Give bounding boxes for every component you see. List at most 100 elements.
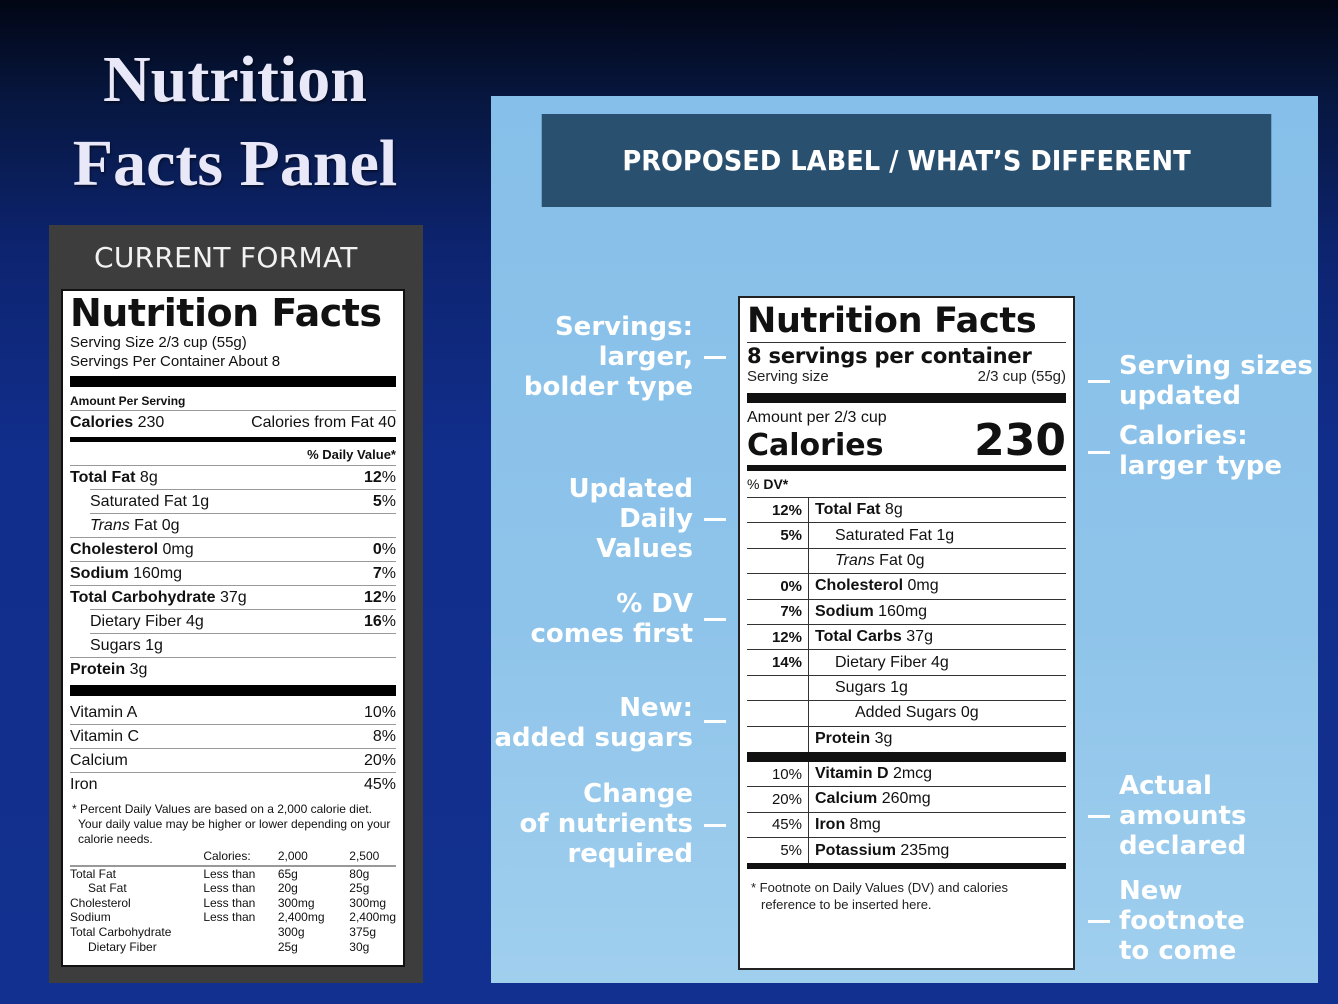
percent-value: 5 xyxy=(372,493,382,510)
serving-size-row: Serving size 2/3 cup (55g) xyxy=(747,369,1066,385)
callout-left-3: % DV comes first xyxy=(530,589,693,649)
table-cell: Less than xyxy=(203,910,256,925)
table-cell: Less than xyxy=(203,866,256,881)
serving-size: Serving Size 2/3 cup (55g) xyxy=(70,334,247,351)
vitamin-row: Calcium 20% xyxy=(70,748,396,772)
table-row: Total Carbohydrate 300g 375g xyxy=(70,925,396,940)
mineral-label: Iron xyxy=(815,815,846,833)
callout-connector xyxy=(1088,815,1110,818)
nutrient-row: Cholesterol 0mg 0% xyxy=(70,537,396,561)
nutrient-row: Sodium 160mg 7% xyxy=(70,561,396,585)
mineral-label: Vitamin D xyxy=(815,765,889,783)
footnote: * Footnote on Daily Values (DV) and calo… xyxy=(751,880,1008,913)
mineral-percent: 10% xyxy=(747,761,809,787)
mineral-percent: 20% xyxy=(747,787,809,812)
callout-line: Updated xyxy=(568,474,693,504)
callout-left-5: Change of nutrients required xyxy=(520,779,693,869)
serving-size-label: Serving size xyxy=(747,368,829,385)
table-row: Sodium Less than 2,400mg 2,400mg xyxy=(70,910,396,925)
table-header-cell xyxy=(70,849,204,867)
nutrient-name: Sugars 1g xyxy=(90,637,163,654)
callout-line: declared xyxy=(1119,831,1247,861)
callout-line: New: xyxy=(619,693,693,723)
nutrient-row: Saturated Fat 1g 5% xyxy=(90,489,396,513)
mineral-label: Calcium xyxy=(815,790,878,808)
nutrient-percent: 14% xyxy=(747,650,809,675)
callout-line: to come xyxy=(1119,936,1237,966)
calories-from-fat: Calories from Fat 40 xyxy=(251,414,396,431)
nutrient-label: Sodium xyxy=(815,602,874,620)
vitamin-list: Vitamin A 10% Vitamin C 8% Calcium 20% Iron 45% xyxy=(70,701,396,796)
percent-dv-header: % DV* xyxy=(747,471,1066,498)
current-format-panel: CURRENT FORMAT Nutrition Facts Serving S… xyxy=(49,225,423,983)
nutrient-row: Added Sugars 0g xyxy=(747,701,1066,727)
medium-divider xyxy=(747,465,1066,471)
callout-line: Calories: xyxy=(1119,421,1248,451)
nutrient-row: Sugars 1g xyxy=(90,633,396,657)
percent-value: 7 xyxy=(372,565,382,582)
thick-divider xyxy=(747,751,1066,762)
percent-value: 0 xyxy=(372,541,382,558)
nutrient-row: Dietary Fiber 4g 16% xyxy=(90,609,396,633)
table-row: Sat Fat Less than 20g 25g xyxy=(70,881,396,896)
calories-row: Calories 230 xyxy=(747,419,1066,463)
nutrient-name: Cholesterol 0mg xyxy=(815,577,939,595)
callout-line: larger, xyxy=(598,342,693,372)
nutrient-name: Total Carbohydrate 37g xyxy=(70,589,247,606)
table-cell xyxy=(203,940,278,955)
table-header-cell: Calories: xyxy=(203,849,278,867)
table-cell: 300mg xyxy=(349,895,386,910)
table-cell: Cholesterol xyxy=(70,895,131,910)
nutrient-row: 7% Sodium 160mg xyxy=(747,599,1066,625)
calories-value: 230 xyxy=(137,414,165,431)
table-cell: Total Fat xyxy=(70,866,117,881)
callout-connector xyxy=(704,356,726,359)
pdv-label: DV* xyxy=(763,476,789,492)
vitamin-row: Vitamin C 8% xyxy=(70,724,396,748)
nutrient-name: Total Fat 8g xyxy=(70,469,158,486)
table-cell: 300g xyxy=(277,924,305,939)
vitamin-percent: 20% xyxy=(363,752,396,769)
nutrient-row: Protein 3g xyxy=(70,657,396,681)
calories-value: 230 xyxy=(974,415,1066,466)
thick-divider xyxy=(70,685,396,696)
mineral-name: Iron 8mg xyxy=(815,815,881,833)
slide-title-line-1: Nutrition xyxy=(103,43,367,116)
nutrient-label: Added Sugars xyxy=(855,704,957,722)
nutrient-label: Total Fat xyxy=(70,469,136,486)
table-cell: 25g xyxy=(349,881,370,896)
nutrient-name: Dietary Fiber 4g xyxy=(90,613,204,630)
callout-line: footnote xyxy=(1119,906,1245,936)
callout-line: larger type xyxy=(1119,451,1283,481)
daily-value-reference-table: Calories: 2,000 2,500 Total Fat Less than 65g… xyxy=(70,849,396,954)
vitamin-name: Calcium xyxy=(70,752,128,769)
vitamin-name: Vitamin C xyxy=(70,728,140,745)
table-cell: Dietary Fiber xyxy=(88,939,157,954)
mineral-row: 20% Calcium 260mg xyxy=(747,787,1066,813)
vitamin-name: Iron xyxy=(70,776,98,793)
nutrient-row: 0% Cholesterol 0mg xyxy=(747,574,1066,600)
label-title: Nutrition Facts xyxy=(747,300,1066,343)
table-cell: 2,400mg xyxy=(349,910,396,925)
callout-line: Change xyxy=(583,779,693,809)
table-header-cell: 2,000 xyxy=(277,849,350,867)
nutrient-percent xyxy=(747,726,809,752)
nutrient-percent: 7% xyxy=(372,565,396,582)
table-cell: Total Carbohydrate xyxy=(70,924,172,939)
nutrient-label: Total Carbs xyxy=(815,628,902,646)
proposed-heading: PROPOSED LABEL / WHAT’S DIFFERENT xyxy=(541,114,1272,207)
callout-connector xyxy=(704,618,726,621)
serving-size-value: 2/3 cup (55g) xyxy=(977,368,1066,385)
table-cell xyxy=(203,925,278,940)
callout-right-4: New footnote to come xyxy=(1119,876,1245,966)
callout-right-2: Calories: larger type xyxy=(1119,421,1282,481)
nutrient-percent: 5% xyxy=(747,523,809,548)
callout-line: New xyxy=(1119,876,1183,906)
vitamin-percent: 45% xyxy=(363,776,396,793)
nutrient-label: Cholesterol xyxy=(815,577,904,595)
callout-line: Servings: xyxy=(554,312,693,342)
nutrient-percent: 12% xyxy=(747,624,809,650)
callout-line: Daily xyxy=(619,504,693,534)
table-cell: Less than xyxy=(203,895,256,910)
mineral-percent: 5% xyxy=(747,838,809,864)
